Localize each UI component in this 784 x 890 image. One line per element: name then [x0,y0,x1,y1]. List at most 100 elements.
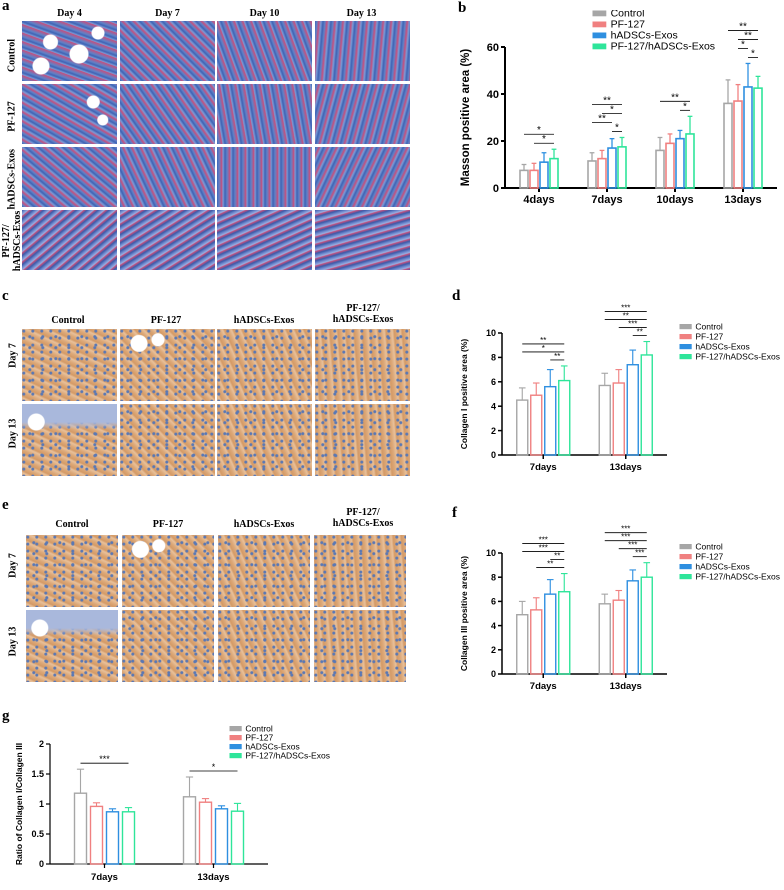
legend-label: hADSCs-Exos [245,741,299,751]
significance-label: * [741,39,745,50]
y-tick-label: 0 [491,450,496,460]
y-tick-label: 0 [39,859,44,869]
bar [121,811,136,865]
legend-swatch [229,726,242,732]
significance-label: *** [539,544,548,553]
bar [516,399,529,456]
micrograph-tile [22,329,117,401]
column-header-pf127-hadscs-exos: PF-127/ hADSCs-Exos [332,507,394,529]
x-category-label: 7days [591,194,622,206]
bar [530,394,543,456]
panel-letter-a: a [2,0,10,14]
bar [73,792,88,865]
collagen-iii-bar-chart: 0 2 4 6 8 10 Collagen III positive area (%) 7da… [459,525,780,692]
micrograph-tile [217,404,312,476]
y-tick-label: 40 [487,89,499,101]
collagen-i-bar-chart: 0 2 4 6 8 10 Collagen I positive area (%) 7days… [459,304,780,473]
significance-label: ** [603,95,611,106]
significance-label: ** [744,30,752,41]
column-header-pf127-hadscs-exos: PF-127/ hADSCs-Exos [332,303,394,325]
significance-label: ** [671,92,679,103]
bar [640,354,653,456]
micrograph-tile [218,535,310,607]
bar [230,810,245,865]
legend-label: PF-127 [695,331,723,341]
significance-label: * [751,48,755,59]
y-tick-label: 0.5 [31,829,44,839]
legend-label: PF-127 [245,732,273,742]
micrograph-tile [26,610,118,682]
micrograph-tile [314,404,410,476]
x-category-label: 7days [91,872,118,883]
bar [544,593,557,675]
bar [597,157,607,189]
y-tick-label: 6 [491,597,496,607]
panel-letter-f: f [452,505,457,521]
x-category-label: 13days [610,681,642,692]
x-category-label: 13days [724,194,761,206]
micrograph-tile [22,21,117,81]
bar [516,614,529,675]
bar [214,808,229,865]
legend-swatch [679,354,692,360]
masson-bar-chart: 0 20 40 60 Masson positive area (%) 4days 7day… [460,10,777,206]
micrograph-tile [122,535,214,607]
bar [617,146,627,189]
y-tick-label: 1 [39,799,44,809]
bar [626,364,639,456]
legend-label: PF-127/hADSCs-Exos [695,351,780,361]
micrograph-tile [22,84,117,144]
significance-label: * [542,344,545,353]
bar [607,147,617,189]
row-header-day-13: Day 13 [7,418,19,449]
row-header-day-7: Day 7 [7,553,19,578]
x-category-label: 13days [610,462,642,473]
bar [544,385,557,456]
y-tick-label: 6 [491,377,496,387]
bar [733,100,743,189]
legend-label: hADSCs-Exos [611,30,678,42]
significance-label: * [537,125,541,136]
row-header-control: Control [6,38,18,73]
micrograph-tile [314,210,410,270]
y-tick-label: 20 [487,136,499,148]
bar [665,142,675,189]
significance-label: ** [623,312,629,321]
micrograph-tile [119,84,215,144]
y-axis-label: Masson positive area (%) [460,49,472,187]
legend-swatch [592,21,607,28]
bar [612,599,625,675]
bar [626,580,639,675]
micrograph-tile [314,535,406,607]
y-axis-label: Ratio of Collagen I/Collagen III [14,743,24,865]
micrograph-tile [26,535,118,607]
column-header-control: Control [55,519,89,530]
y-tick-label: 4 [491,401,496,411]
significance-label: *** [99,754,110,764]
significance-label: ** [554,352,560,361]
bar [598,603,611,675]
micrograph-tile [119,21,215,81]
legend-label: hADSCs-Exos [695,341,749,351]
legend-swatch [229,735,242,741]
significance-label: *** [539,536,548,545]
legend-label: Control [611,10,645,20]
significance-label: *** [621,304,630,313]
collagen-ratio-bar-chart: 0 0.5 1 1.5 2 Ratio of Collagen I/Collagen II… [14,723,330,883]
column-header-day-10: Day 10 [249,8,280,19]
legend-label: PF-127/hADSCs-Exos [245,750,330,760]
significance-label: *** [635,549,644,558]
x-category-label: 7days [530,462,557,473]
panel-letter-d: d [452,288,461,304]
bar [182,796,197,865]
micrograph-tile [217,84,312,144]
bar [89,805,104,865]
row-header-day-7: Day 7 [7,343,19,368]
bar [743,86,753,189]
legend-label: PF-127/hADSCs-Exos [611,41,715,53]
column-header-hadscs-exos: hADSCs-Exos [233,315,295,326]
column-header-pf127: PF-127 [152,519,184,530]
legend-label: PF-127 [695,551,723,561]
legend-label: Control [695,541,723,551]
column-header-control: Control [51,315,85,326]
